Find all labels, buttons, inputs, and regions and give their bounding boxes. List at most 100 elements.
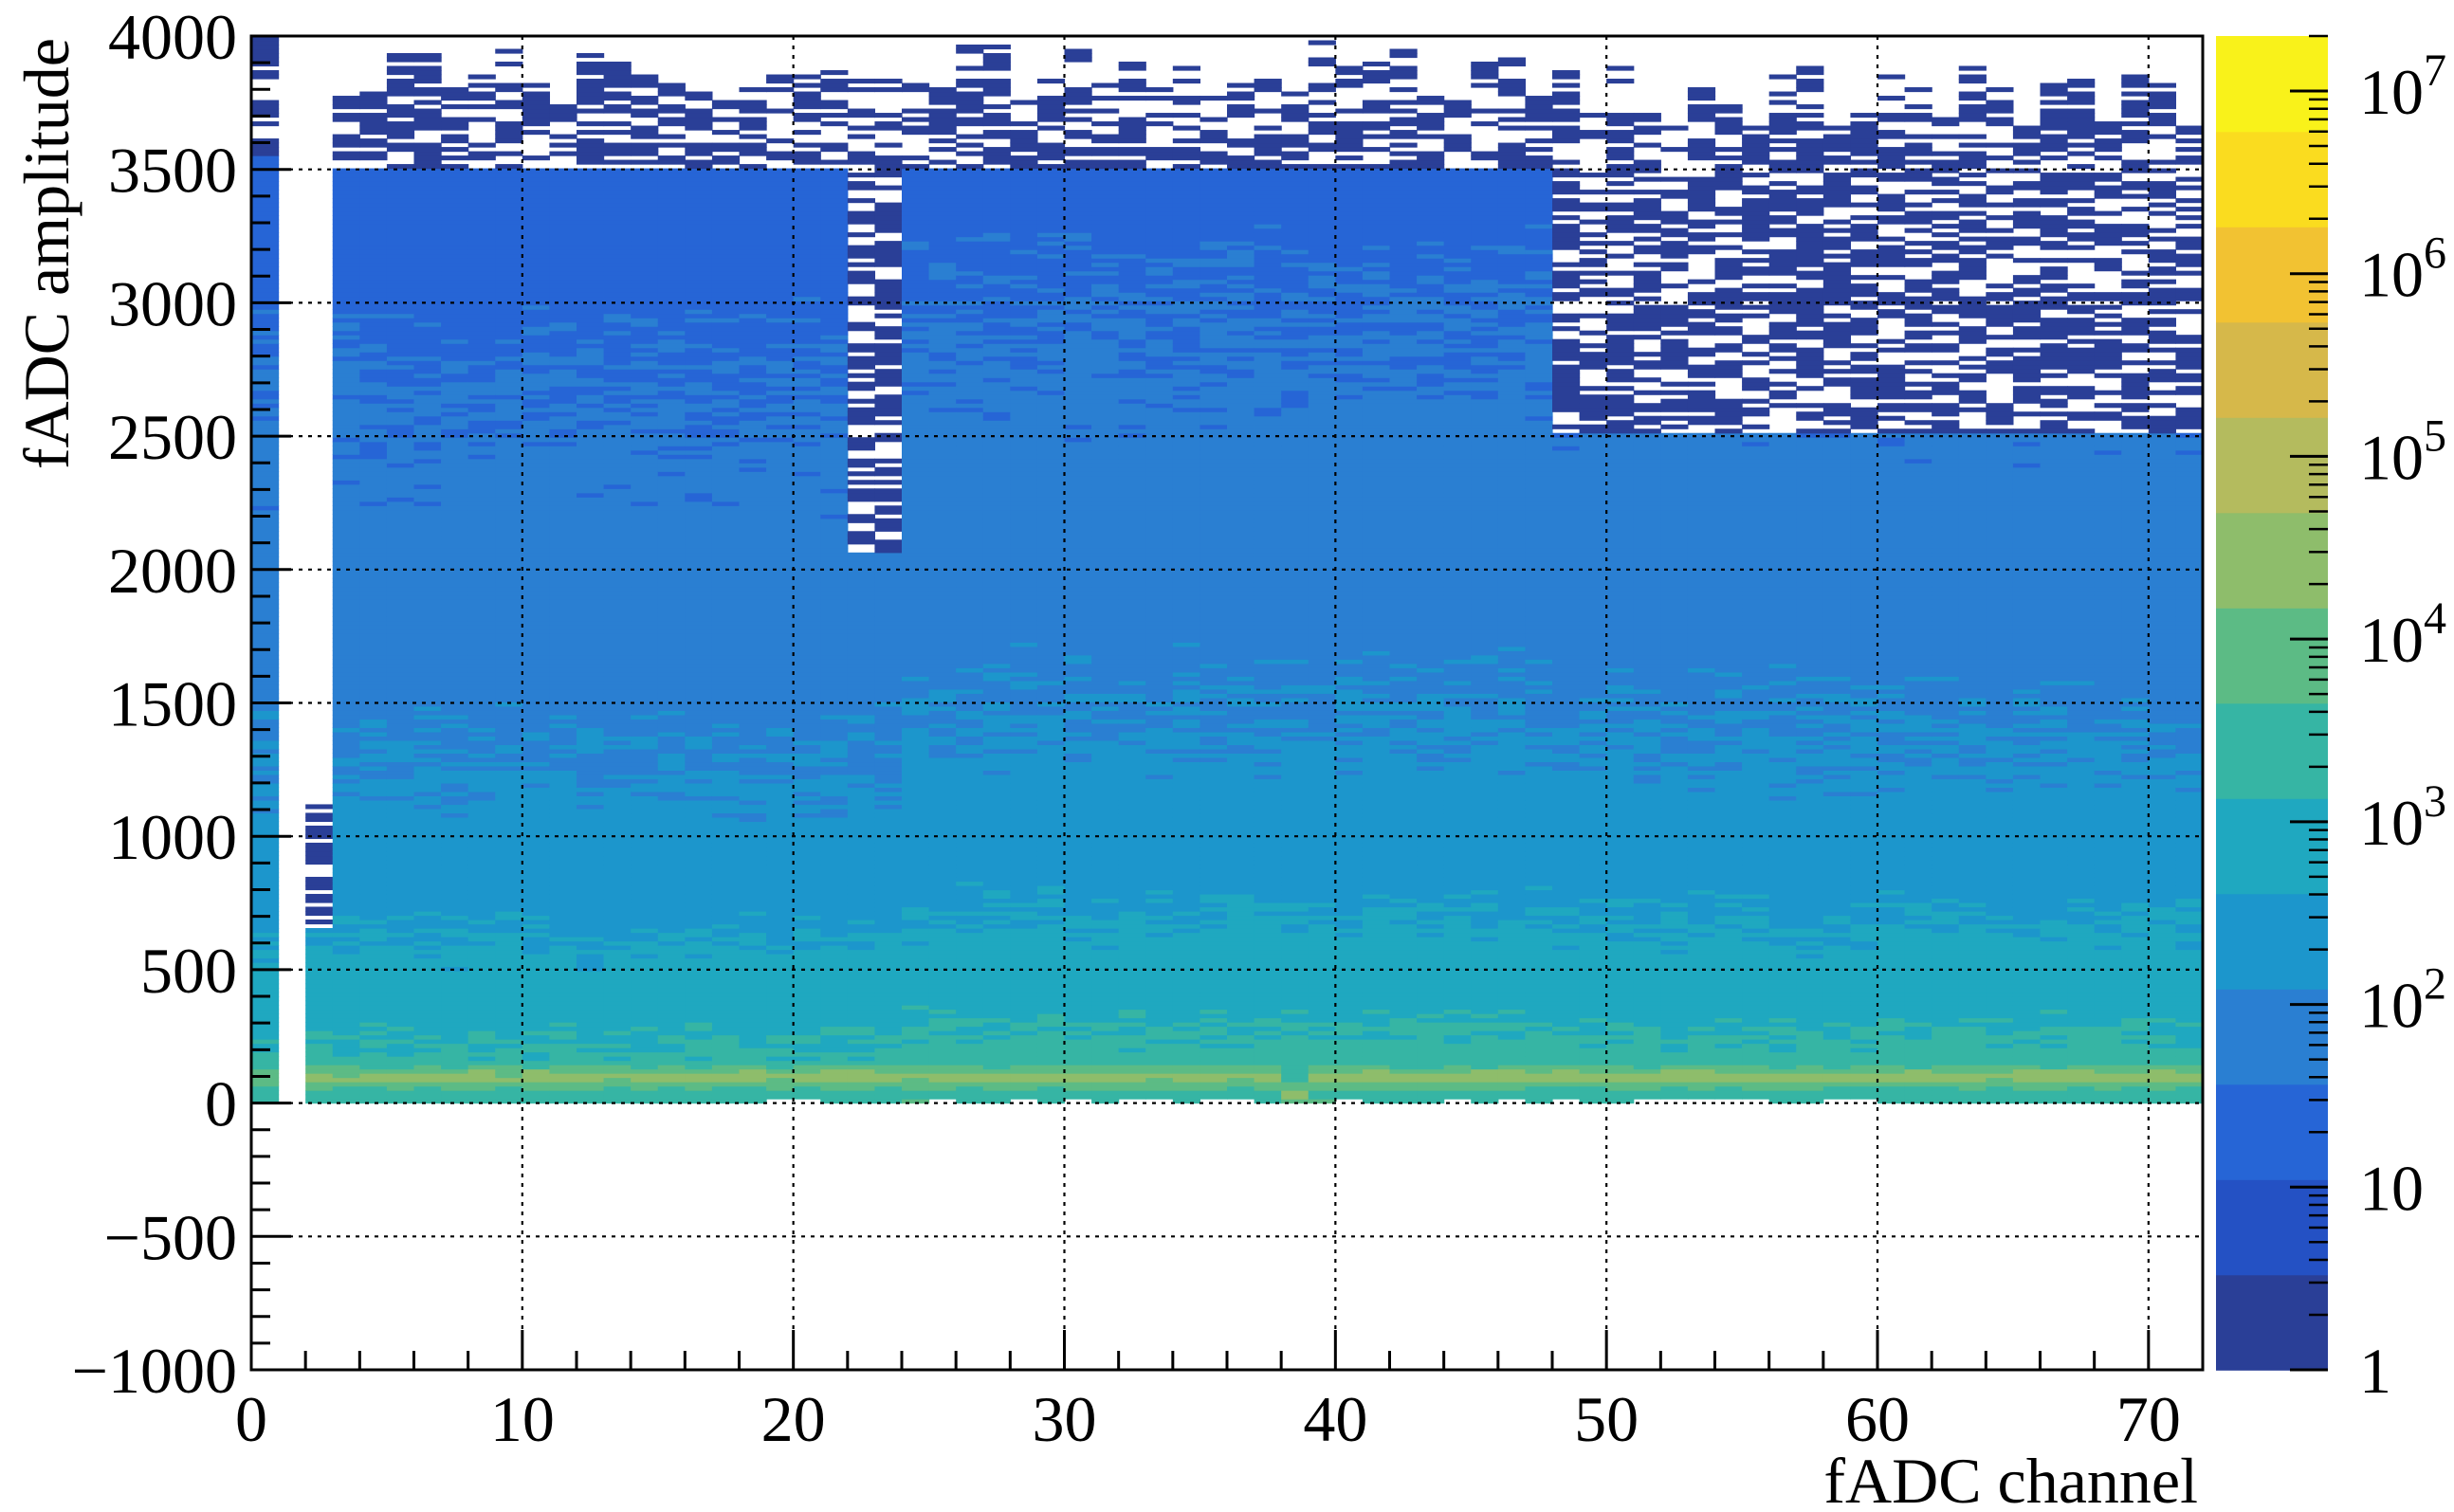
heatmap-bin bbox=[387, 889, 414, 894]
heatmap-bin bbox=[522, 684, 550, 689]
heatmap-bin bbox=[414, 519, 442, 523]
heatmap-bin bbox=[658, 420, 686, 425]
heatmap-bin bbox=[604, 305, 632, 310]
heatmap-bin bbox=[387, 706, 414, 711]
heatmap-bin bbox=[820, 911, 848, 916]
heatmap-bin bbox=[549, 237, 577, 242]
heatmap-bin bbox=[305, 1069, 333, 1074]
heatmap-bin bbox=[820, 877, 848, 882]
heatmap-bin bbox=[251, 280, 279, 284]
heatmap-bin bbox=[848, 864, 875, 868]
heatmap-bin bbox=[468, 1052, 496, 1057]
heatmap-bin bbox=[685, 599, 712, 604]
heatmap-bin bbox=[658, 988, 686, 993]
heatmap-bin bbox=[685, 480, 712, 484]
heatmap-bin bbox=[549, 331, 577, 336]
heatmap-bin bbox=[604, 800, 632, 805]
heatmap-bin bbox=[495, 1013, 522, 1018]
heatmap-bin bbox=[658, 360, 686, 365]
heatmap-bin bbox=[441, 766, 468, 771]
heatmap-bin bbox=[495, 616, 522, 621]
heatmap-bin bbox=[387, 719, 414, 723]
heatmap-bin bbox=[820, 173, 848, 177]
heatmap-bin bbox=[685, 266, 712, 271]
heatmap-bin bbox=[766, 280, 794, 284]
heatmap-bin bbox=[740, 719, 767, 723]
heatmap-bin bbox=[766, 519, 794, 523]
heatmap-bin bbox=[740, 87, 767, 92]
heatmap-bin bbox=[658, 258, 686, 263]
heatmap-bin bbox=[333, 868, 360, 873]
heatmap-bin bbox=[604, 881, 632, 885]
heatmap-bin bbox=[359, 809, 387, 813]
heatmap-bin bbox=[251, 190, 279, 194]
heatmap-bin bbox=[604, 749, 632, 754]
heatmap-bin bbox=[251, 864, 279, 868]
heatmap-bin bbox=[604, 194, 632, 199]
heatmap-bin bbox=[740, 821, 767, 826]
heatmap-bin bbox=[305, 1018, 333, 1023]
heatmap-bin bbox=[766, 706, 794, 711]
heatmap-bin bbox=[820, 288, 848, 293]
heatmap-bin bbox=[549, 263, 577, 267]
heatmap-bin bbox=[333, 326, 360, 331]
heatmap-bin bbox=[359, 126, 387, 131]
heatmap-bin bbox=[251, 920, 279, 924]
heatmap-bin bbox=[495, 757, 522, 762]
heatmap-bin bbox=[658, 331, 686, 336]
heatmap-bin bbox=[495, 467, 522, 472]
heatmap-bin bbox=[712, 1065, 740, 1069]
heatmap-bin bbox=[631, 553, 658, 557]
heatmap-bin bbox=[794, 194, 821, 199]
heatmap-bin bbox=[794, 732, 821, 737]
heatmap-bin bbox=[549, 701, 577, 706]
heatmap-bin bbox=[333, 220, 360, 225]
heatmap-bin bbox=[658, 501, 686, 506]
heatmap-bin bbox=[441, 1010, 468, 1014]
heatmap-bin bbox=[251, 821, 279, 826]
heatmap-bin bbox=[468, 263, 496, 267]
heatmap-bin bbox=[441, 826, 468, 830]
heatmap-bin bbox=[495, 599, 522, 604]
heatmap-bin bbox=[577, 463, 604, 467]
heatmap-bin bbox=[658, 962, 686, 967]
heatmap-bin bbox=[740, 553, 767, 557]
heatmap-bin bbox=[766, 1069, 794, 1074]
heatmap-bin bbox=[712, 155, 740, 160]
heatmap-bin bbox=[740, 633, 767, 638]
heatmap-bin bbox=[658, 1022, 686, 1027]
heatmap-bin bbox=[577, 1073, 604, 1078]
heatmap-bin bbox=[631, 826, 658, 830]
heatmap-bin bbox=[441, 450, 468, 455]
heatmap-bin bbox=[794, 1030, 821, 1035]
heatmap-bin bbox=[740, 186, 767, 191]
heatmap-bin bbox=[522, 676, 550, 681]
heatmap-bin bbox=[874, 860, 902, 865]
heatmap-bin bbox=[414, 121, 442, 126]
heatmap-bin bbox=[820, 667, 848, 672]
heatmap-bin bbox=[631, 847, 658, 851]
heatmap-bin bbox=[848, 1027, 875, 1031]
heatmap-bin bbox=[740, 194, 767, 199]
heatmap-bin bbox=[468, 527, 496, 532]
heatmap-bin bbox=[414, 288, 442, 293]
heatmap-bin bbox=[794, 749, 821, 754]
heatmap-bin bbox=[333, 237, 360, 242]
heatmap-bin bbox=[387, 83, 414, 88]
heatmap-bin bbox=[820, 933, 848, 938]
heatmap-bin bbox=[333, 352, 360, 356]
heatmap-bin bbox=[468, 143, 496, 148]
heatmap-bin bbox=[577, 224, 604, 228]
heatmap-bin bbox=[414, 408, 442, 412]
heatmap-bin bbox=[359, 1065, 387, 1069]
heatmap-bin bbox=[658, 186, 686, 191]
heatmap-bin bbox=[305, 996, 333, 1001]
heatmap-bin bbox=[874, 984, 902, 989]
heatmap-bin bbox=[468, 826, 496, 830]
heatmap-bin bbox=[577, 1005, 604, 1010]
heatmap-bin bbox=[251, 75, 279, 80]
heatmap-bin bbox=[414, 263, 442, 267]
heatmap-bin bbox=[359, 672, 387, 677]
heatmap-bin bbox=[766, 838, 794, 843]
heatmap-bin bbox=[577, 698, 604, 702]
